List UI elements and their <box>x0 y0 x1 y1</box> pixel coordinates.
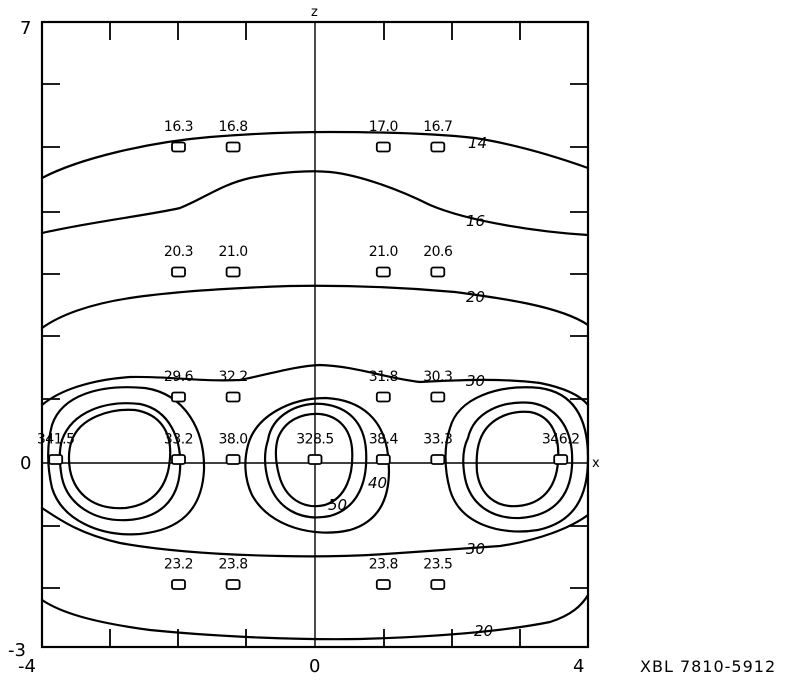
x-tick-label: 0 <box>309 656 320 677</box>
data-point-label: 30.3 <box>423 369 452 385</box>
data-point-label: 33.3 <box>423 432 452 448</box>
data-point-marker <box>375 266 391 278</box>
contour-50-center <box>274 412 354 508</box>
data-point-marker <box>171 391 186 403</box>
data-point-label: 29.6 <box>164 369 194 385</box>
contour-label: 20 <box>474 622 493 640</box>
data-point-marker <box>225 141 241 153</box>
contour-label: 30 <box>466 540 485 558</box>
figure-caption: XBL 7810-5912 <box>640 657 776 676</box>
data-point-marker <box>171 266 186 278</box>
data-point-marker <box>171 141 186 153</box>
x-tick-label: 4 <box>573 656 584 677</box>
y-tick-label: -3 <box>8 640 26 661</box>
data-point-label: 17.0 <box>369 119 398 135</box>
contour-40-center <box>263 402 368 519</box>
x-axis-label: x <box>592 456 600 471</box>
data-point-marker <box>225 579 241 590</box>
contour-label: 20 <box>466 288 485 306</box>
y-tick-label: 0 <box>20 453 31 474</box>
x-tick-label: -4 <box>18 656 36 677</box>
contour-label: 50 <box>328 496 347 514</box>
contour-20-upper <box>40 284 590 330</box>
data-point-label: 23.8 <box>219 557 248 573</box>
contour-50-right <box>475 410 560 508</box>
data-point-label: 328.5 <box>296 432 334 448</box>
data-point-marker <box>430 579 446 590</box>
data-point-label: 346.2 <box>542 432 580 448</box>
data-point-label: 23.2 <box>164 557 193 573</box>
data-point-label: 32.2 <box>219 369 248 385</box>
data-points: 16.3 16.8 17.0 16.7 20.3 21.0 21.0 20.6 29.6 32.2… <box>37 119 580 590</box>
data-point-label: 20.6 <box>423 244 453 260</box>
data-point-marker <box>375 391 391 403</box>
data-point-label: 23.5 <box>423 557 452 573</box>
contour-outer-right <box>444 386 590 533</box>
data-point-marker <box>48 454 64 465</box>
data-point-label: 38.0 <box>219 432 248 448</box>
contour-20-lower <box>40 593 590 641</box>
data-point-label: 33.2 <box>164 432 193 448</box>
data-point-label: 341.5 <box>37 432 75 448</box>
data-point-marker <box>375 454 391 465</box>
contour-30-upper <box>40 363 590 407</box>
contour-outer-center <box>244 396 391 534</box>
contour-40-outer-left <box>47 386 206 536</box>
contour-50-left <box>58 402 182 522</box>
data-point-marker <box>225 266 241 278</box>
data-point-marker <box>553 454 569 465</box>
contour-40-left <box>67 408 172 510</box>
data-point-marker <box>430 266 446 278</box>
data-point-label: 16.3 <box>164 119 193 135</box>
contour-40-right <box>462 401 574 520</box>
contour-label: 30 <box>466 372 485 390</box>
data-point-label: 21.0 <box>369 244 398 260</box>
contour-labels: 14 16 20 30 40 50 30 20 <box>328 134 493 640</box>
data-point-label: 23.8 <box>369 557 398 573</box>
contour-label: 40 <box>368 474 387 492</box>
data-point-marker <box>430 454 446 465</box>
data-point-marker <box>375 579 391 590</box>
z-axis-label: z <box>311 5 318 20</box>
contour-16 <box>40 170 590 237</box>
data-point-marker <box>307 454 323 465</box>
data-point-marker <box>171 579 186 590</box>
data-point-label: 31.8 <box>369 369 398 385</box>
data-point-label: 20.3 <box>164 244 193 260</box>
y-tick-label: 7 <box>20 18 31 39</box>
contour-lines <box>40 130 590 641</box>
data-point-marker <box>171 454 186 465</box>
contour-30-lower <box>40 506 590 558</box>
contour-label: 16 <box>466 212 485 230</box>
contour-label: 14 <box>468 134 487 152</box>
data-point-marker <box>430 141 446 153</box>
data-point-marker <box>375 141 391 153</box>
data-point-label: 16.7 <box>423 119 452 135</box>
data-point-label: 21.0 <box>219 244 248 260</box>
data-point-marker <box>225 391 241 403</box>
data-point-label: 38.4 <box>369 432 399 448</box>
data-point-marker <box>225 454 241 465</box>
data-point-label: 16.8 <box>219 119 248 135</box>
contour-14 <box>40 130 590 180</box>
data-point-marker <box>430 391 446 403</box>
